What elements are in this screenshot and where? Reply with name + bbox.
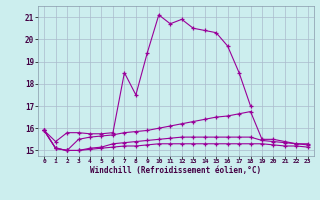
X-axis label: Windchill (Refroidissement éolien,°C): Windchill (Refroidissement éolien,°C) [91, 166, 261, 175]
